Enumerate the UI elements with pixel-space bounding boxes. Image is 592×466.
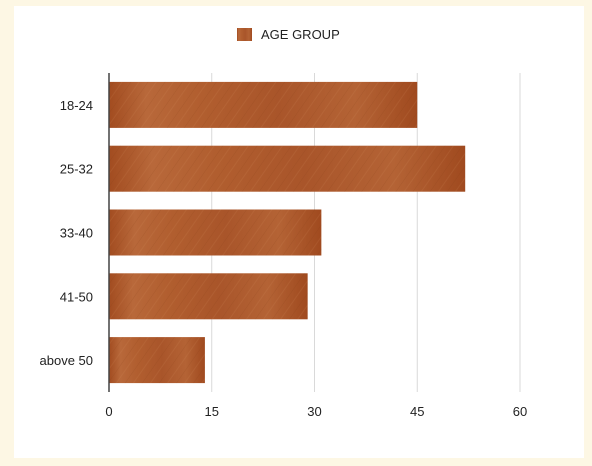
y-axis-labels: 18-24 25-32 33-40 41-50 above 50 [40, 98, 94, 368]
x-tick-label: 30 [307, 404, 321, 419]
bar-texture [109, 337, 205, 384]
legend: AGE GROUP [237, 27, 340, 42]
bar-texture [109, 145, 466, 192]
bar-textures [109, 81, 466, 384]
legend-swatch [237, 28, 252, 41]
bar-texture [109, 81, 418, 128]
x-tick-label: 60 [513, 404, 527, 419]
legend-label: AGE GROUP [261, 27, 340, 42]
x-tick-label: 0 [105, 404, 112, 419]
x-tick-label: 15 [205, 404, 219, 419]
bar-texture [109, 209, 322, 256]
bar-texture [109, 273, 308, 320]
y-category-label: above 50 [40, 353, 94, 368]
x-tick-label: 45 [410, 404, 424, 419]
y-category-label: 25-32 [60, 162, 93, 177]
y-category-label: 18-24 [60, 98, 93, 113]
x-axis-labels: 0 15 30 45 60 [105, 404, 527, 419]
y-category-label: 41-50 [60, 289, 93, 304]
y-category-label: 33-40 [60, 226, 93, 241]
